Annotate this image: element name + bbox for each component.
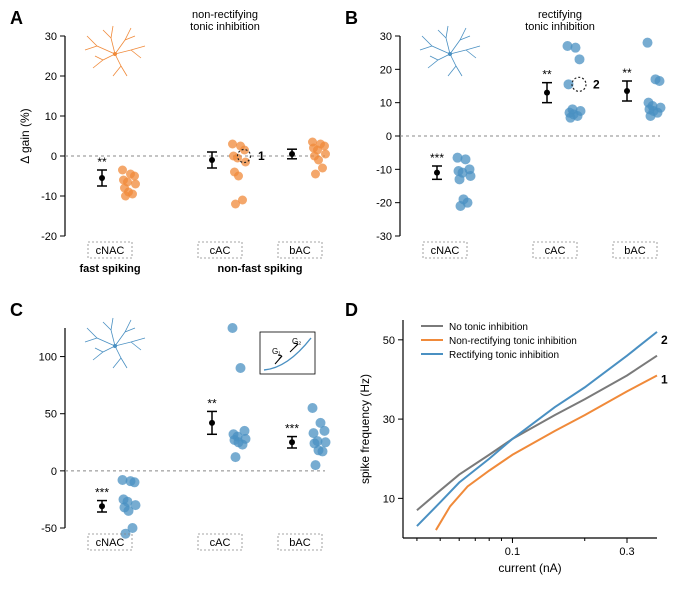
svg-text:0: 0 <box>51 466 57 478</box>
svg-text:current (nA): current (nA) <box>498 561 561 575</box>
svg-text:0.3: 0.3 <box>619 546 634 558</box>
svg-text:bAC: bAC <box>289 245 310 257</box>
svg-text:10: 10 <box>45 111 57 123</box>
svg-text:cAC: cAC <box>210 245 231 257</box>
svg-text:30: 30 <box>380 31 392 43</box>
svg-text:G₁: G₁ <box>272 347 281 356</box>
svg-text:cAC: cAC <box>545 245 566 257</box>
panel-b: B -30 -20 -10 0 10 20 30 rectifyingtonic inhibi… <box>345 8 670 286</box>
panel-c-label: C <box>10 300 23 321</box>
svg-text:non-rectifying: non-rectifying <box>192 9 258 21</box>
svg-text:10: 10 <box>383 493 395 505</box>
svg-text:**: ** <box>97 155 107 169</box>
svg-text:rectifying: rectifying <box>538 9 582 21</box>
svg-text:bAC: bAC <box>624 245 645 257</box>
svg-text:-10: -10 <box>376 164 392 176</box>
svg-text:-10: -10 <box>41 191 57 203</box>
svg-text:Δ gain (%): Δ gain (%) <box>18 108 32 163</box>
panel-b-label: B <box>345 8 358 29</box>
svg-text:cNAC: cNAC <box>96 245 125 257</box>
panel-d: D 10 30 50 0.1 0.3 current (nA) spike frequenc… <box>345 300 670 578</box>
svg-text:50: 50 <box>383 335 395 347</box>
svg-text:cAC: cAC <box>210 537 231 549</box>
panel-a-label: A <box>10 8 23 29</box>
panel-b-svg: -30 -20 -10 0 10 20 30 rectifyingtonic inhibiti… <box>345 8 670 286</box>
svg-text:***: *** <box>285 422 299 436</box>
panel-c-svg: -50 0 50 100 *** cNAC ** cAC *** bAC G₁ G₂ <box>10 300 335 578</box>
svg-text:bAC: bAC <box>289 537 310 549</box>
svg-text:spike frequency (Hz): spike frequency (Hz) <box>358 374 372 484</box>
svg-text:30: 30 <box>383 414 395 426</box>
svg-text:**: ** <box>622 66 632 80</box>
svg-text:1: 1 <box>661 372 668 386</box>
svg-text:**: ** <box>207 396 217 410</box>
svg-text:cNAC: cNAC <box>96 537 125 549</box>
svg-text:0: 0 <box>51 151 57 163</box>
svg-text:tonic inhibition: tonic inhibition <box>525 21 595 33</box>
svg-text:30: 30 <box>45 31 57 43</box>
panel-d-svg: 10 30 50 0.1 0.3 current (nA) spike frequency … <box>345 300 670 578</box>
svg-text:fast spiking: fast spiking <box>79 263 140 275</box>
svg-text:-20: -20 <box>376 198 392 210</box>
svg-text:G₂: G₂ <box>292 337 301 346</box>
svg-text:***: *** <box>430 151 444 165</box>
svg-text:1: 1 <box>258 149 265 163</box>
svg-text:2: 2 <box>593 77 600 91</box>
panel-c: C -50 0 50 100 *** cNAC ** cAC *** bAC G₁ G₂ <box>10 300 335 578</box>
svg-text:cNAC: cNAC <box>431 245 460 257</box>
svg-text:**: ** <box>542 68 552 82</box>
panel-d-label: D <box>345 300 358 321</box>
svg-text:0: 0 <box>386 131 392 143</box>
svg-text:-50: -50 <box>41 523 57 535</box>
panel-a: A -20 -10 0 10 20 30 Δ gain (%) non-rectifyingt… <box>10 8 335 286</box>
svg-text:20: 20 <box>45 71 57 83</box>
svg-text:No tonic inhibition: No tonic inhibition <box>449 322 528 333</box>
svg-text:100: 100 <box>39 352 57 364</box>
svg-text:-30: -30 <box>376 231 392 243</box>
svg-text:50: 50 <box>45 409 57 421</box>
svg-text:0.1: 0.1 <box>505 546 520 558</box>
svg-text:Non-rectifying tonic inhibitio: Non-rectifying tonic inhibition <box>449 336 577 347</box>
svg-text:20: 20 <box>380 64 392 76</box>
svg-text:Rectifying tonic inhibition: Rectifying tonic inhibition <box>449 350 559 361</box>
svg-text:2: 2 <box>661 333 668 347</box>
svg-text:-20: -20 <box>41 231 57 243</box>
svg-text:non-fast spiking: non-fast spiking <box>218 263 303 275</box>
svg-text:tonic inhibition: tonic inhibition <box>190 21 260 33</box>
svg-text:10: 10 <box>380 98 392 110</box>
svg-text:***: *** <box>95 486 109 500</box>
panel-a-svg: -20 -10 0 10 20 30 Δ gain (%) non-rectifyington… <box>10 8 335 286</box>
